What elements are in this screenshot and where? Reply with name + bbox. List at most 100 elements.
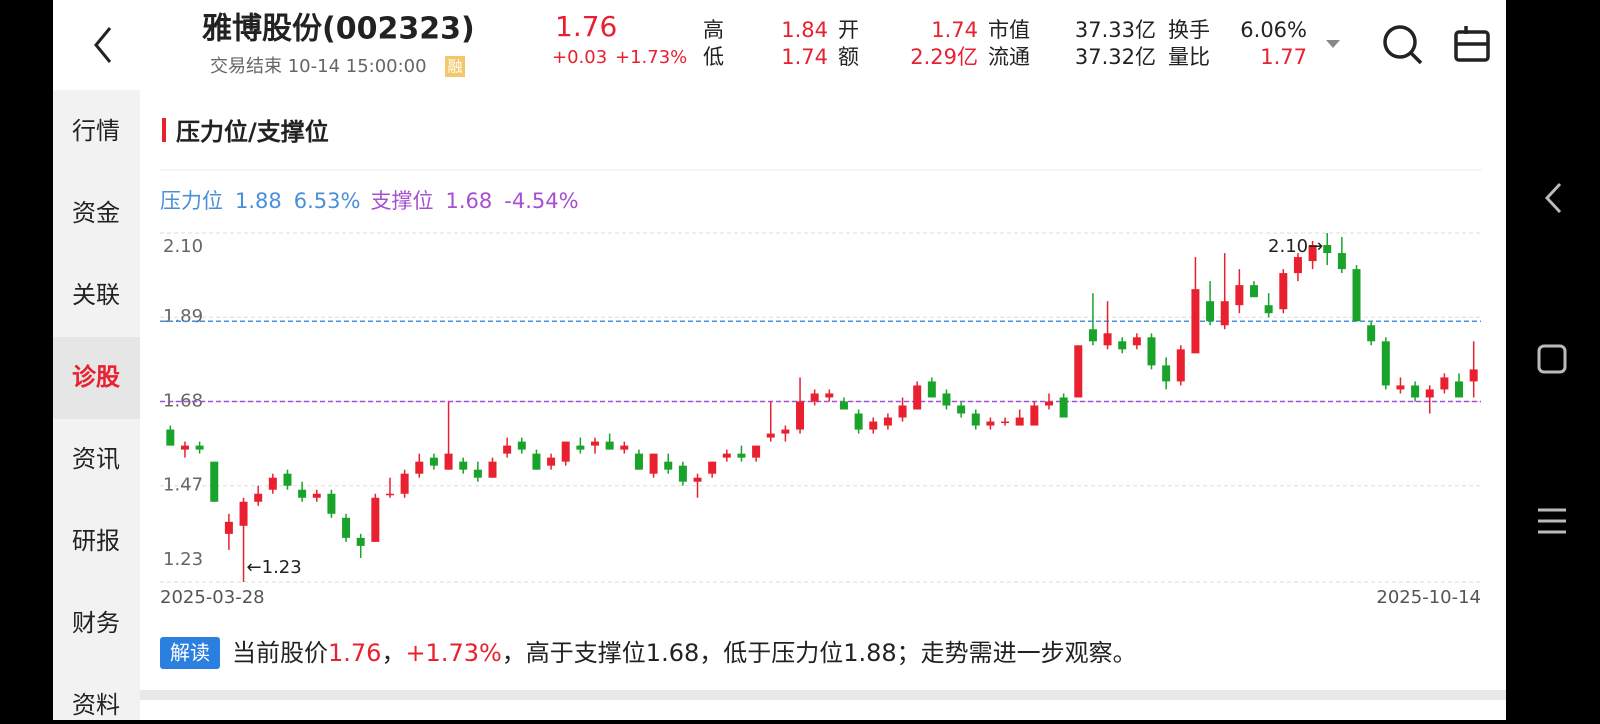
search-button[interactable]: [1383, 25, 1423, 65]
candle-body: [1044, 401, 1053, 406]
candle-body: [1162, 365, 1171, 382]
candle-body: [532, 453, 541, 470]
menu-item[interactable]: 研报: [72, 527, 120, 555]
candle-body: [869, 421, 878, 430]
quote-value: 1.74: [931, 18, 978, 42]
candle-body: [737, 453, 746, 458]
back-button[interactable]: [94, 27, 112, 63]
dropdown[interactable]: [1326, 40, 1340, 48]
candle-body: [1118, 341, 1127, 350]
menu-item[interactable]: 行情: [72, 117, 120, 145]
candle-body: [1235, 285, 1244, 306]
candle-body: [810, 393, 819, 402]
nav-back[interactable]: [1544, 182, 1562, 214]
candle-body: [1367, 325, 1376, 342]
candle-body: [591, 441, 600, 446]
candle-body: [693, 477, 702, 482]
menu-item[interactable]: 资料: [72, 691, 120, 719]
candle-body: [825, 393, 834, 398]
section-title: 压力位/支撑位: [176, 118, 329, 146]
candle-body: [971, 413, 980, 426]
x-tick-label: 2025-10-14: [1376, 587, 1481, 608]
candle-body: [766, 433, 775, 438]
candle-body: [913, 385, 922, 410]
candle-body: [473, 469, 482, 478]
candle-body: [620, 445, 629, 450]
candle-body: [195, 445, 204, 450]
quote-label: 市值: [988, 18, 1030, 42]
quote-label: 低: [703, 45, 724, 69]
tag-badge: [445, 56, 465, 77]
change-pct: +1.73%: [615, 47, 687, 68]
quote-label: 开: [838, 18, 859, 42]
candle-body: [356, 537, 365, 546]
candle-body: [576, 445, 585, 450]
candle-body: [1030, 405, 1039, 426]
quote-label: 高: [703, 18, 724, 42]
candle-body: [180, 445, 189, 450]
candle-body: [547, 457, 556, 466]
candle-body: [649, 453, 658, 474]
candle-body: [224, 521, 233, 534]
interpretation-text: 当前股价1.76，+1.73%，高于支撑位1.68，低于压力位1.88；走势需进…: [232, 639, 1137, 667]
candle-body: [312, 493, 321, 498]
quote-label: 量比: [1168, 45, 1210, 69]
candle-body: [839, 401, 848, 410]
candle-body: [1191, 289, 1200, 354]
candle-body: [1001, 421, 1010, 424]
y-tick-label: 2.10: [163, 236, 203, 257]
menu-item[interactable]: 诊股: [72, 363, 120, 391]
menu-item[interactable]: 财务: [72, 609, 120, 637]
candle-body: [1074, 345, 1083, 398]
candle-body: [781, 429, 790, 434]
y-tick-label: 1.47: [163, 475, 203, 496]
interpretation-tag: 解读: [170, 641, 210, 665]
candle-body: [488, 461, 497, 478]
interpretation-segment: 当前股价: [232, 639, 328, 667]
level-legend: 压力位 1.88 6.53%: [160, 189, 360, 213]
candle-body: [385, 493, 394, 496]
candle-body: [1396, 385, 1405, 390]
candle-body: [210, 461, 219, 502]
quote-value: 1.84: [781, 18, 828, 42]
candle-body: [1352, 269, 1361, 322]
min-label: ←1.23: [247, 557, 302, 578]
nav-menu[interactable]: [1538, 508, 1566, 534]
candle-body: [752, 445, 761, 458]
candle-body: [166, 429, 175, 446]
quote-value: 1.77: [1260, 45, 1307, 69]
app: [53, 0, 1506, 720]
level-value: 1.68: [445, 189, 492, 213]
candle-body: [1206, 301, 1215, 322]
level-name: 支撑位: [370, 189, 433, 213]
candle-body: [664, 461, 673, 470]
candle-body: [429, 457, 438, 466]
level-name: 压力位: [160, 189, 223, 213]
change: +0.03: [552, 47, 607, 68]
nav-home[interactable]: [1537, 344, 1567, 374]
status: 交易结束 10-14 15:00:00: [210, 56, 427, 77]
candle-body: [1176, 349, 1185, 382]
menu-item[interactable]: 关联: [72, 281, 120, 309]
interpretation-segment: ，: [381, 639, 405, 667]
candle-body: [1147, 337, 1156, 366]
candle-body: [342, 517, 351, 538]
interpretation-segment: +1.73%: [405, 639, 501, 667]
candle-body: [517, 441, 526, 450]
candle-body: [708, 461, 717, 474]
menu-item[interactable]: 资讯: [72, 445, 120, 473]
y-tick-label: 1.23: [163, 549, 203, 570]
interpretation-segment: ，高于支撑位1.68，低于压力位1.88；走势需进一步观察。: [502, 639, 1137, 667]
candle-body: [854, 413, 863, 430]
candle-body: [415, 461, 424, 474]
menu-item[interactable]: 资金: [72, 199, 120, 227]
more-button[interactable]: [1454, 26, 1490, 62]
candle-body: [957, 405, 966, 414]
quote-value: 1.74: [781, 45, 828, 69]
quote-label: 额: [838, 45, 859, 69]
candle-body: [1264, 305, 1273, 314]
candle-body: [400, 473, 409, 494]
candle-body: [1323, 245, 1332, 254]
